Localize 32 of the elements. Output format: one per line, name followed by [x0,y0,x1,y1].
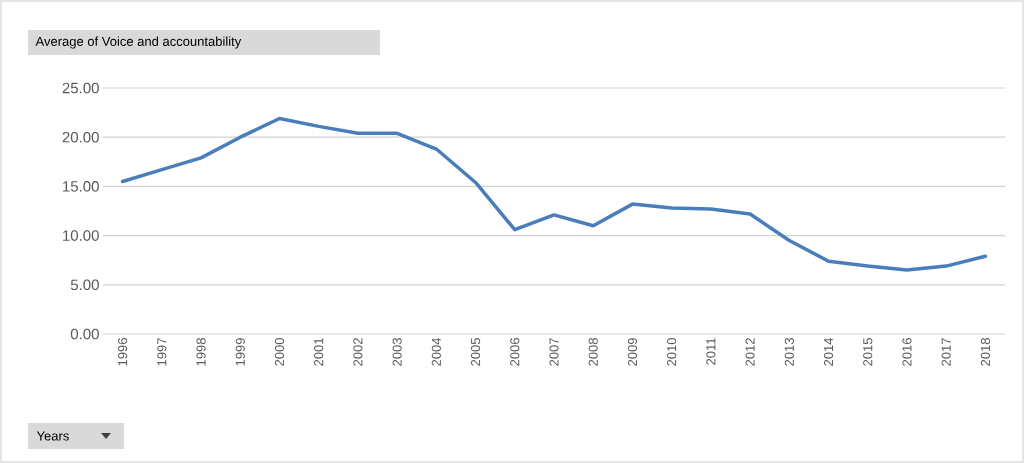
x-tick-label: 2010 [667,338,677,366]
y-tick-label: 5.00 [70,279,99,291]
y-tick-label: 0.00 [70,328,99,340]
x-tick-label: 2003 [392,338,402,366]
y-tick-label: 10.00 [63,230,99,241]
text: Years [36,431,69,441]
x-tick-label: 2005 [470,338,481,366]
x-tick-label: 2002 [353,338,363,366]
x-tick-label: 1996 [118,338,128,366]
x-tick-label: 2007 [549,338,559,366]
x-tick-label: 2012 [745,338,755,366]
x-tick-label: 2004 [431,337,441,366]
x-tick-label: 2018 [980,338,991,366]
x-tick-label: 1997 [157,338,167,366]
line-series [120,116,988,272]
x-tick-label: 2015 [863,338,873,366]
chart-title: Average of Voice and accountability [35,36,242,49]
x-tick-label: 1999 [235,338,245,366]
x-tick-label: 2017 [941,338,951,366]
x-tick-label: 1998 [196,338,206,366]
y-tick-label: 15.00 [63,181,99,192]
x-tick-label: 2016 [902,338,912,366]
x-tick-label: 2014 [823,337,834,366]
x-tick-label: 2008 [588,338,598,366]
x-tick-label: 2006 [510,338,520,366]
x-tick-label: 2001 [314,338,324,366]
x-tick-label: 2000 [274,338,285,366]
y-tick-label: 25.00 [62,82,99,94]
x-tick-label: 2013 [784,338,794,366]
y-tick-label: 20.00 [62,131,99,143]
x-tick-label: 2009 [627,338,638,366]
x-tick-label: 2011 [706,338,716,365]
